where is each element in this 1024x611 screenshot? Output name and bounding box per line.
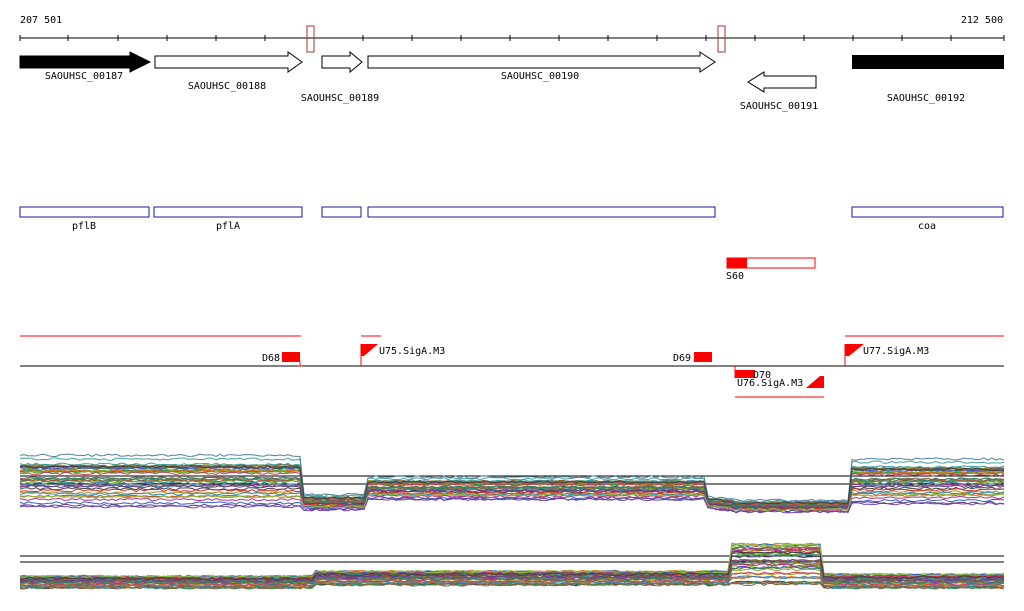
- gene-label: SAOUHSC_00189: [301, 93, 379, 104]
- profile-lines: [19, 453, 1005, 514]
- feature-D70[interactable]: [735, 370, 755, 378]
- annotation-label: pflB: [72, 221, 96, 232]
- feature-label-D70: D70: [753, 370, 771, 381]
- gene-label: SAOUHSC_00188: [188, 81, 266, 92]
- feature-U76[interactable]: [806, 366, 824, 388]
- region-marker[interactable]: [717, 25, 726, 53]
- gene-label: SAOUHSC_00187: [45, 71, 123, 82]
- feature-D69[interactable]: [694, 352, 712, 362]
- profile-line: [19, 580, 1005, 590]
- ruler-start-label: 207 501: [20, 15, 62, 26]
- feature-label-U77: U77.SigA.M3: [863, 346, 929, 357]
- ruler-end-label: 212 500: [961, 15, 1003, 26]
- gene-arrow-SAOUHSC_00191[interactable]: [747, 71, 817, 93]
- profile-line: [19, 476, 1005, 508]
- annotation-box[interactable]: [367, 206, 716, 218]
- feature-label-U76: U76.SigA.M3: [737, 378, 803, 389]
- gene-arrow-SAOUHSC_00192[interactable]: [852, 55, 1004, 69]
- gene-label: SAOUHSC_00191: [740, 101, 818, 112]
- profile-line: [19, 543, 1005, 579]
- annotation-box[interactable]: [321, 206, 362, 218]
- feature-label-D69: D69: [673, 353, 691, 364]
- feature-label-D68: D68: [262, 353, 280, 364]
- profile-line: [19, 566, 1005, 585]
- gene-arrow-SAOUHSC_00190[interactable]: [367, 51, 716, 73]
- segment-fill: [727, 258, 747, 268]
- profile-line: [19, 464, 1005, 505]
- annotation-label: coa: [918, 221, 936, 232]
- annotation-box[interactable]: [153, 206, 303, 218]
- profile-line: [19, 493, 1005, 512]
- feature-D68[interactable]: [282, 352, 300, 362]
- profile-line: [19, 465, 1004, 505]
- gene-arrow-SAOUHSC_00188[interactable]: [154, 51, 303, 73]
- profile-line: [19, 567, 1005, 586]
- gene-arrow-SAOUHSC_00187[interactable]: [19, 51, 152, 73]
- expression-panel-2: [19, 542, 1005, 590]
- feature-U77[interactable]: [845, 344, 864, 366]
- feature-U75[interactable]: [361, 344, 378, 366]
- feature-track: D68 U75.SigA.M3 D69 D70 U76.SigA.M3 U77.…: [20, 335, 1004, 398]
- annotation-track: pflB pflA coa: [19, 206, 1004, 232]
- feature-label-U75: U75.SigA.M3: [379, 346, 445, 357]
- feature-tick: [298, 362, 302, 367]
- ruler-ticks: [19, 35, 1005, 41]
- profile-line: [19, 484, 1005, 509]
- annotation-box[interactable]: [851, 206, 1004, 218]
- segment-track: S60: [726, 257, 816, 282]
- profile-line: [19, 494, 1005, 512]
- profile-line: [19, 497, 1005, 514]
- annotation-label: pflA: [216, 221, 240, 232]
- profile-lines: [19, 542, 1005, 590]
- gene-label: SAOUHSC_00192: [887, 93, 965, 104]
- gene-arrow-SAOUHSC_00189[interactable]: [321, 50, 363, 74]
- profile-line: [19, 550, 1005, 581]
- region-marker[interactable]: [306, 25, 315, 53]
- annotation-box[interactable]: [19, 206, 150, 218]
- segment-label: S60: [726, 271, 744, 282]
- gene-label: SAOUHSC_00190: [501, 71, 579, 82]
- gene-track: SAOUHSC_00187 SAOUHSC_00188 SAOUHSC_0018…: [19, 50, 1004, 112]
- coordinate-ruler: 207 501 212 500: [19, 15, 1005, 53]
- profile-line: [19, 453, 1005, 503]
- expression-panel-1: [19, 453, 1005, 514]
